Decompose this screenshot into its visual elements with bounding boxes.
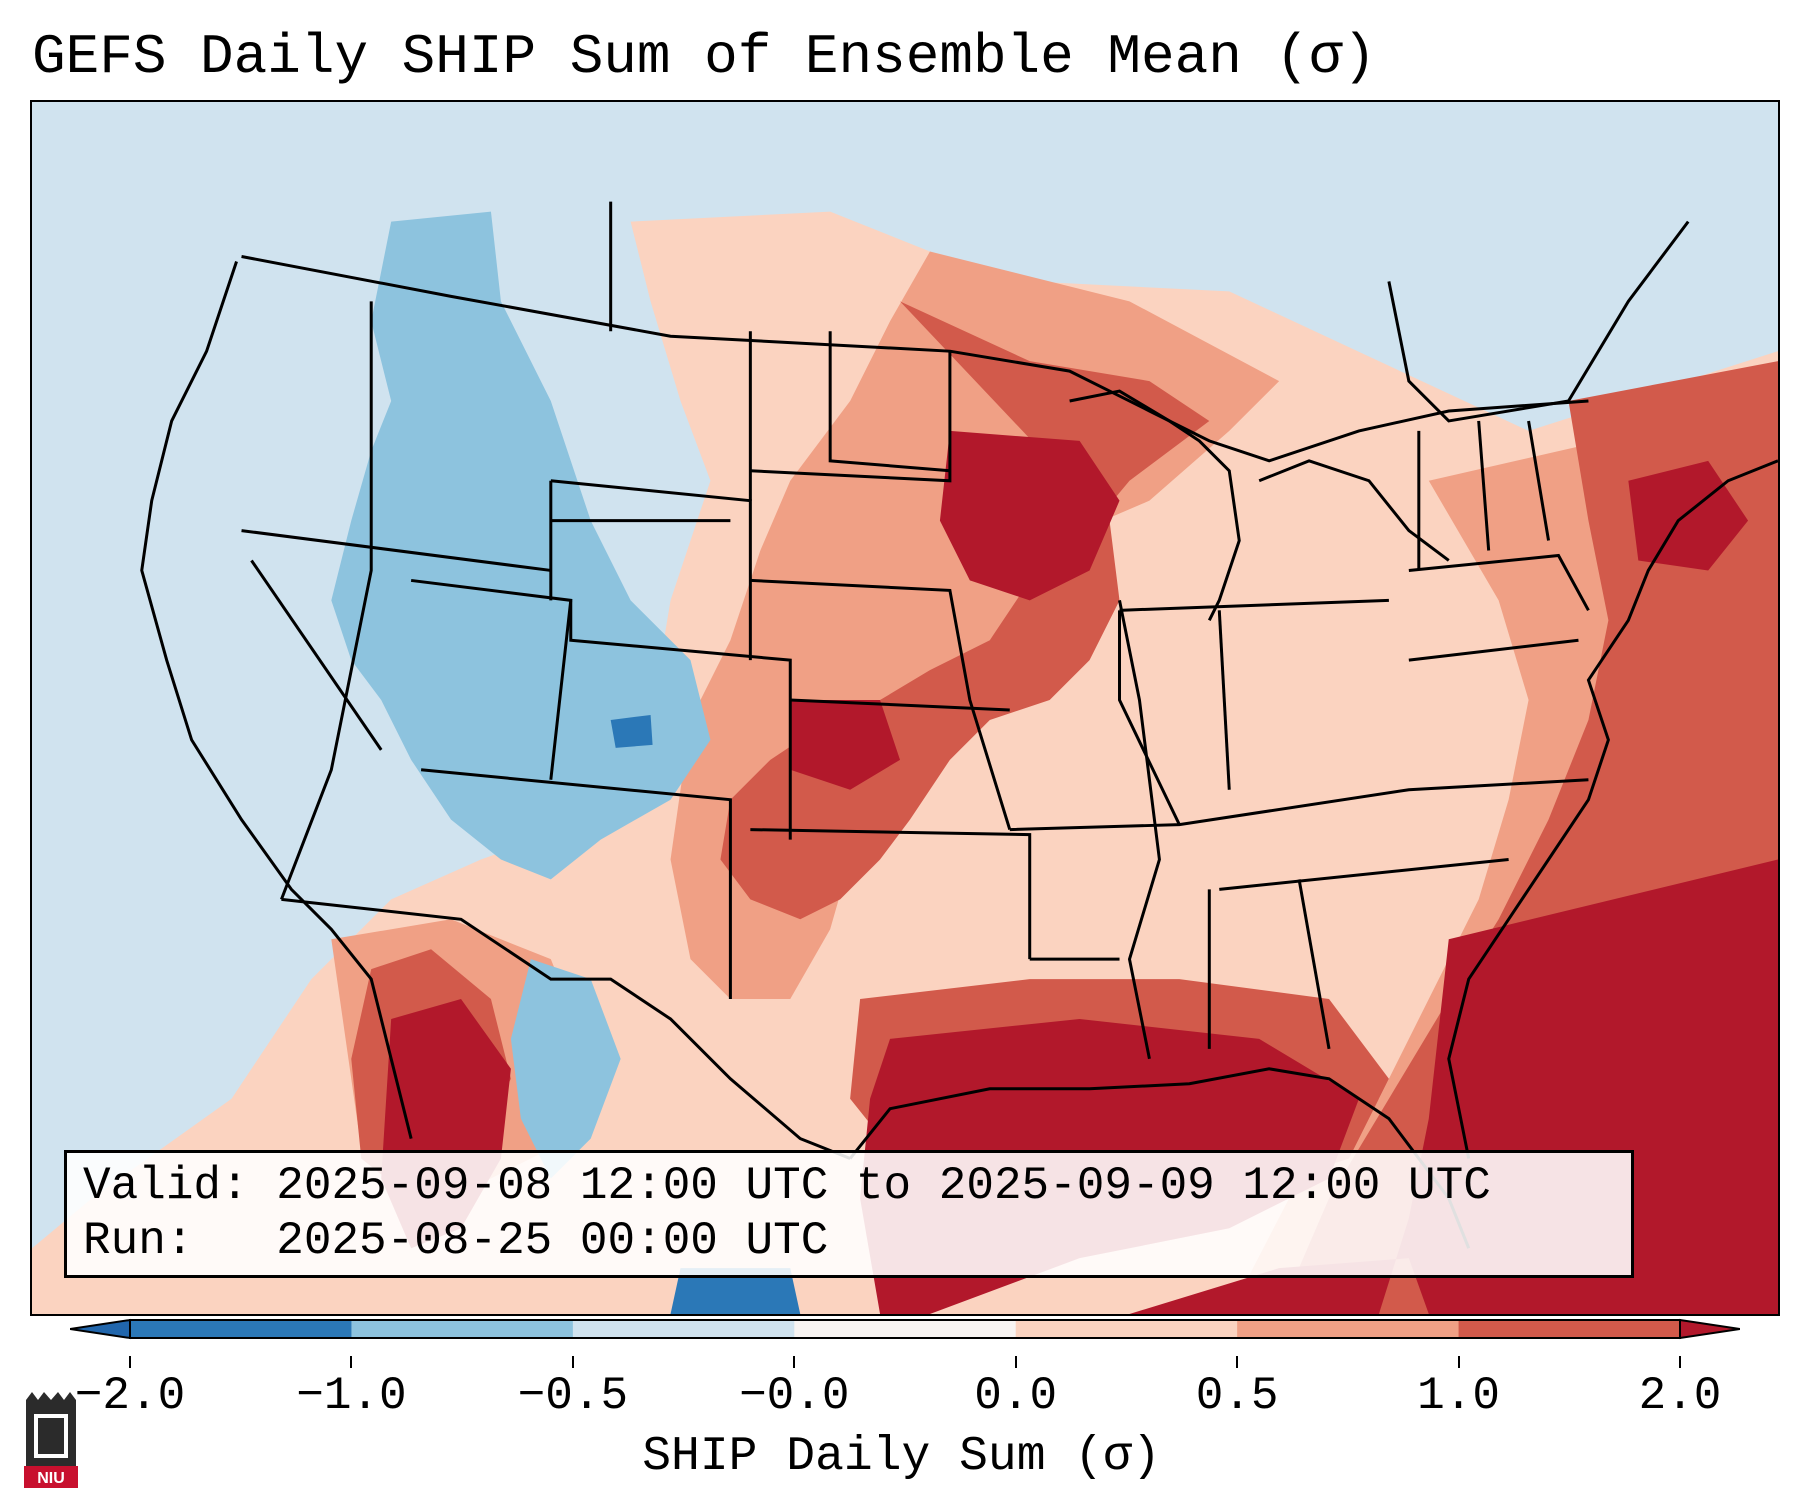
- colorbar-segment: [794, 1320, 1017, 1338]
- colorbar-tick-mark: [1236, 1356, 1239, 1368]
- map-panel: [30, 100, 1780, 1316]
- colorbar-tick-label: 2.0: [1638, 1370, 1722, 1422]
- colorbar-segment: [351, 1320, 574, 1338]
- valid-time-text: Valid: 2025-09-08 12:00 UTC to 2025-09-0…: [83, 1160, 1491, 1212]
- state-border: [1408, 553, 1590, 612]
- state-border: [280, 301, 373, 900]
- colorbar-tick-mark: [793, 1356, 796, 1368]
- validity-info-box: Valid: 2025-09-08 12:00 UTC to 2025-09-0…: [64, 1150, 1634, 1278]
- west-coast: [140, 261, 413, 1139]
- political-borders: [140, 201, 1778, 1249]
- state-border: [241, 529, 552, 572]
- state-border: [1527, 420, 1551, 541]
- state-border: [1219, 858, 1509, 891]
- colorbar-tick-label: 0.0: [974, 1370, 1058, 1422]
- state-border: [750, 828, 1032, 960]
- colorbar-tick-label: −0.5: [517, 1370, 629, 1422]
- colorbar-tick-label: 0.5: [1195, 1370, 1279, 1422]
- state-border: [828, 331, 951, 473]
- colorbar-ticks: −2.0 −1.0 −0.5 −0.0 0.0 0.5 1.0 2.0: [0, 1356, 1803, 1422]
- colorbar-segment: [1015, 1320, 1238, 1338]
- colorbar-tick-mark: [129, 1356, 131, 1368]
- state-border: [1297, 879, 1331, 1050]
- colorbar-tick-mark: [1679, 1356, 1681, 1368]
- colorbar-segment: [1237, 1320, 1460, 1338]
- state-border: [250, 559, 383, 751]
- field-region-n1: [331, 211, 711, 1179]
- mexico-border: [281, 897, 851, 1160]
- logo-text: NIU: [37, 1470, 65, 1487]
- colorbar-label: SHIP Daily Sum (σ): [642, 1430, 1161, 1484]
- colorbar-tick-mark: [1014, 1356, 1017, 1368]
- atlantic-coast: [1447, 459, 1778, 1159]
- colorbar-outline: [129, 1319, 1681, 1339]
- mississippi-river: [1118, 600, 1161, 1060]
- state-border: [1408, 638, 1579, 662]
- state-border: [1477, 420, 1491, 551]
- state-border: [1118, 610, 1181, 826]
- colorbar-segment: [130, 1320, 352, 1338]
- field-region-p2: [351, 301, 1778, 1314]
- great-lakes: [1258, 459, 1450, 562]
- state-border: [750, 351, 952, 483]
- state-border: [790, 698, 1010, 712]
- canada-border-east: [1387, 220, 1690, 423]
- state-border: [1217, 610, 1231, 790]
- state-border: [1119, 598, 1389, 612]
- run-time-text: Run: 2025-08-25 00:00 UTC: [83, 1215, 829, 1267]
- colorbar-over-extend: [1679, 1318, 1740, 1340]
- chart-title: GEFS Daily SHIP Sum of Ensemble Mean (σ): [32, 25, 1377, 89]
- colorbar-tick-label: −1.0: [296, 1370, 407, 1422]
- canada-us-border: [241, 255, 1589, 463]
- colorbar-tick-label: −0.0: [739, 1370, 850, 1422]
- map-canvas: [32, 102, 1778, 1314]
- state-border: [1009, 778, 1589, 832]
- great-lakes: [1069, 389, 1241, 621]
- state-border: [420, 768, 732, 1000]
- colorbar-under-extend: [70, 1318, 131, 1340]
- colorbar-tick-mark: [571, 1356, 574, 1368]
- colorbar-tick-label: −2.0: [74, 1370, 186, 1422]
- colorbar-segment: [1458, 1320, 1681, 1338]
- niu-logo: NIU: [24, 1392, 78, 1488]
- anomaly-field: [32, 211, 1778, 1314]
- field-region-p1: [331, 251, 1778, 1314]
- state-border: [569, 600, 792, 840]
- colorbar-tick-label: 1.0: [1417, 1370, 1500, 1422]
- field-region-p3: [381, 430, 1778, 1314]
- colorbar-segment: [572, 1320, 795, 1338]
- state-border: [750, 578, 1012, 831]
- colorbar-tick-mark: [350, 1356, 353, 1368]
- colorbar-tick-mark: [1457, 1356, 1460, 1368]
- colorbar: [70, 1318, 1740, 1340]
